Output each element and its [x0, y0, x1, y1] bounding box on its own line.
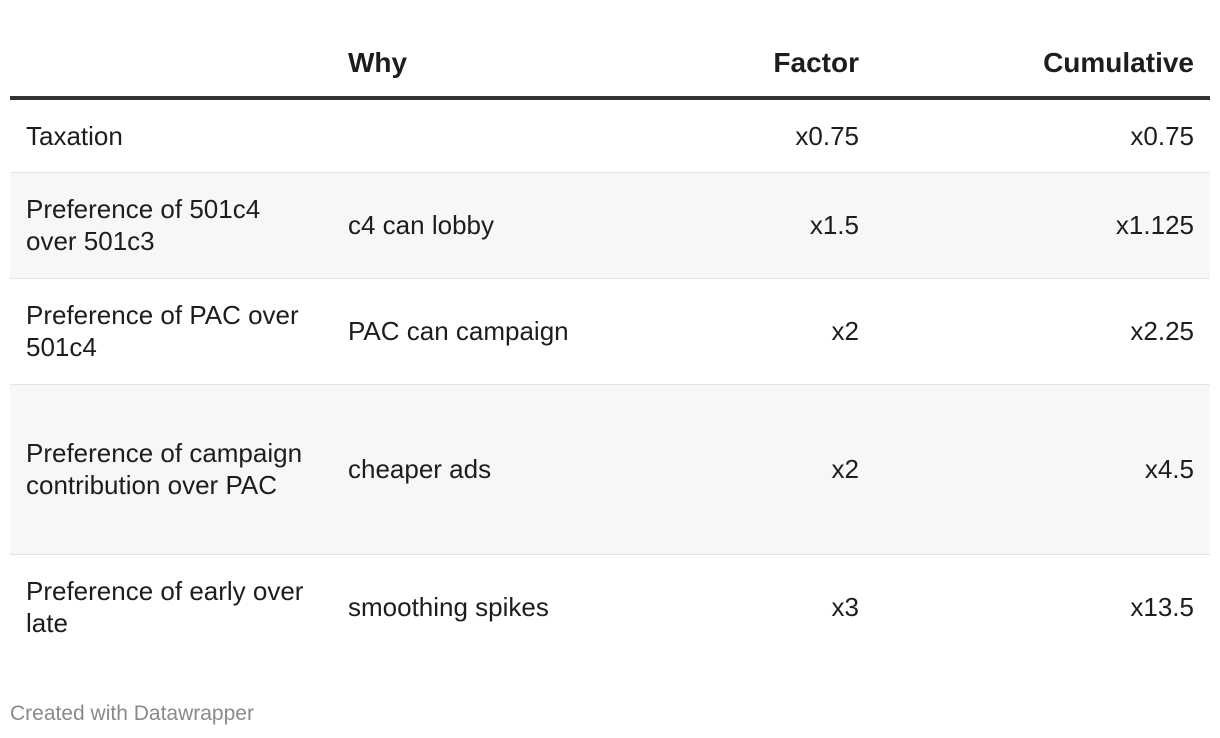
data-table: Why Factor Cumulative Taxation x0.75 x0.…	[10, 30, 1210, 660]
datawrapper-credit: Created with Datawrapper	[10, 702, 254, 725]
data-table-container: Why Factor Cumulative Taxation x0.75 x0.…	[10, 30, 1210, 660]
cell-item: Taxation	[10, 98, 332, 173]
cell-factor: x3	[831, 592, 859, 623]
cell-why: c4 can lobby	[332, 172, 629, 279]
cell-why: cheaper ads	[332, 384, 629, 555]
cell-why: PAC can campaign	[332, 278, 629, 385]
column-header-why: Why	[332, 30, 629, 100]
cell-cumulative: x13.5	[1130, 592, 1194, 623]
cell-cumulative: x2.25	[875, 278, 1210, 385]
cell-item: Preference of PAC over 501c4	[10, 278, 332, 385]
cell-cumulative: x0.75	[875, 98, 1210, 173]
header-row: Why Factor Cumulative	[10, 30, 1210, 100]
column-header-factor: Factor	[629, 30, 875, 100]
cell-factor: x1.5	[629, 172, 875, 279]
cell-why: smoothing spikes	[348, 592, 549, 623]
table-row: Preference of campaign contribution over…	[10, 384, 1210, 555]
table-row: Taxation x0.75 x0.75	[10, 98, 1210, 173]
cell-item: Preference of early over late	[26, 576, 304, 639]
cell-factor: x2	[629, 278, 875, 385]
cell-cumulative: x1.125	[875, 172, 1210, 279]
table-row: Preference of early over late smoothing …	[10, 554, 1210, 660]
table-header: Why Factor Cumulative	[10, 30, 1210, 100]
cell-why	[332, 98, 629, 173]
cell-item: Preference of campaign contribution over…	[10, 384, 332, 555]
cell-item: Preference of 501c4 over 501c3	[10, 172, 332, 279]
table-body: Taxation x0.75 x0.75 Preference of 501c4…	[10, 98, 1210, 660]
table-row: Preference of 501c4 over 501c3 c4 can lo…	[10, 172, 1210, 279]
column-header-cumulative: Cumulative	[875, 30, 1210, 100]
column-header-item	[10, 30, 332, 100]
cell-factor: x2	[629, 384, 875, 555]
cell-cumulative: x4.5	[875, 384, 1210, 555]
table-row: Preference of PAC over 501c4 PAC can cam…	[10, 278, 1210, 385]
cell-factor: x0.75	[629, 98, 875, 173]
